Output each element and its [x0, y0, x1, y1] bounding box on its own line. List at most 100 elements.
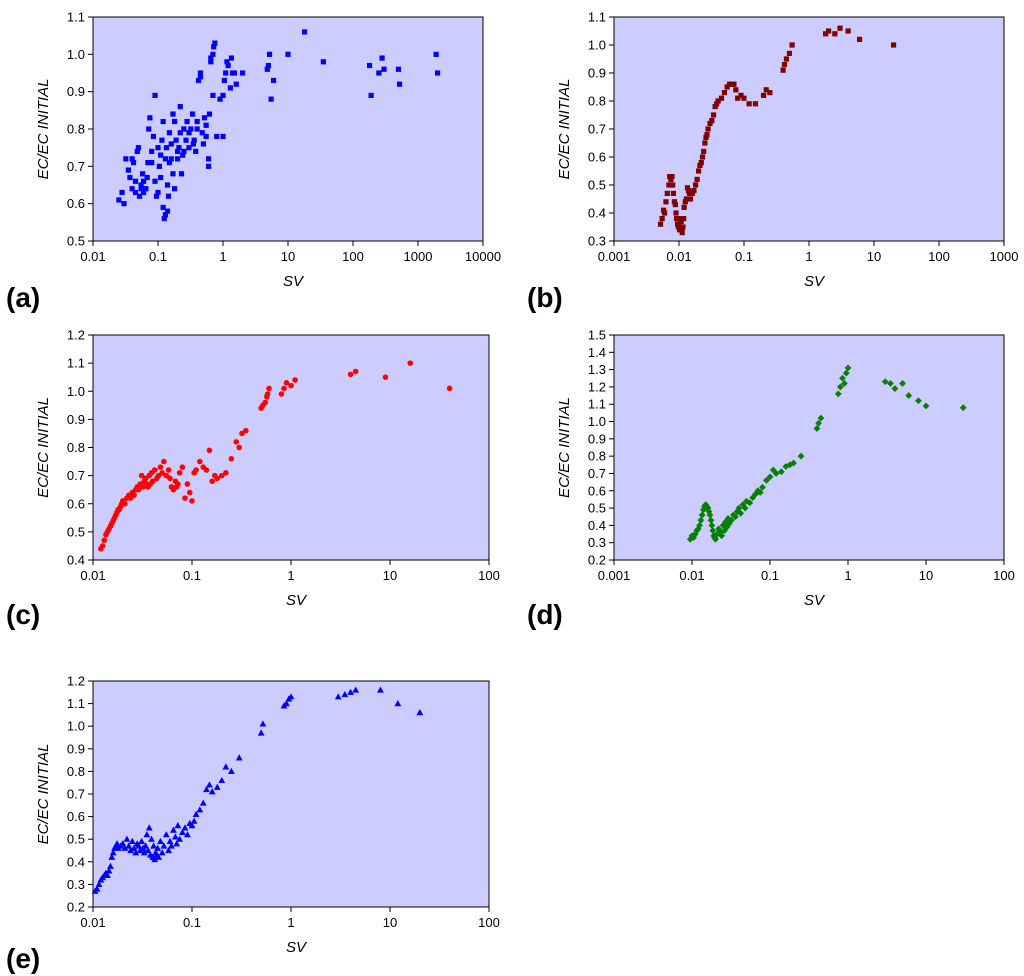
data-point	[712, 104, 718, 110]
data-point	[675, 224, 682, 230]
data-point	[379, 55, 385, 61]
data-point	[176, 835, 184, 842]
data-point	[104, 871, 111, 878]
data-point	[166, 130, 173, 136]
x-axis-title: SV	[283, 273, 305, 290]
y-tick-label: 1.1	[67, 356, 85, 371]
data-point	[841, 380, 848, 387]
data-point	[138, 837, 146, 845]
data-point	[158, 174, 164, 181]
data-point	[839, 374, 846, 382]
x-tick-label: 10	[867, 249, 881, 264]
data-point	[676, 221, 682, 227]
plot-area	[92, 680, 490, 908]
data-point	[196, 806, 204, 813]
data-point	[182, 495, 188, 501]
data-point	[130, 160, 137, 166]
x-tick-label: 0.001	[598, 249, 631, 264]
data-point	[148, 835, 155, 842]
data-point	[714, 101, 720, 107]
data-point	[705, 126, 711, 132]
x-tick-label: 10	[383, 568, 397, 583]
data-point	[140, 484, 146, 490]
data-point	[108, 853, 116, 860]
data-point	[738, 92, 744, 98]
data-point	[672, 202, 678, 208]
data-point	[718, 532, 726, 540]
data-point	[394, 700, 402, 707]
data-point	[670, 190, 676, 196]
data-point	[221, 77, 227, 84]
data-point	[188, 126, 194, 132]
data-point	[164, 208, 171, 214]
x-tick-label: 0.001	[598, 568, 631, 583]
data-point	[140, 178, 147, 184]
data-point	[257, 729, 265, 736]
plot-area	[613, 16, 1005, 242]
data-point	[129, 186, 135, 192]
data-point	[172, 833, 179, 840]
data-point	[366, 62, 373, 69]
data-point	[149, 148, 155, 154]
data-point	[113, 840, 121, 847]
data-point	[138, 182, 144, 188]
data-point	[381, 66, 387, 72]
chart-panel-e: 0.01 0.1 1 10 100 0.2 0.3 0.4 0.5 0.6 0.7 0.8 0.9 1.0…	[6, 674, 500, 975]
data-point	[173, 840, 181, 847]
data-point	[160, 204, 166, 210]
y-tick-label: 0.9	[588, 66, 606, 81]
y-tick-label: 0.8	[67, 440, 85, 455]
data-point	[219, 472, 225, 479]
data-point	[214, 475, 221, 482]
data-point	[144, 174, 150, 181]
data-point	[659, 216, 665, 222]
panel-label: (d)	[527, 599, 563, 630]
y-tick-label: 0.8	[588, 449, 606, 464]
y-tick-label: 0.9	[67, 412, 85, 427]
chart-panel-c: 0.01 0.1 1 10 100 0.4 0.5 0.6 0.7 0.8 0.9 1.0 1.1 1.2…	[6, 328, 500, 631]
data-point	[135, 486, 142, 493]
data-point	[138, 186, 144, 192]
data-point	[161, 216, 167, 222]
data-point	[687, 196, 694, 202]
y-tick-label: 0.5	[67, 234, 85, 249]
y-tick-label: 0.5	[67, 832, 85, 847]
data-point	[168, 141, 174, 147]
y-tick-label: 1.0	[67, 719, 85, 734]
y-tick-label: 0.6	[588, 483, 606, 498]
y-tick-label: 1.0	[588, 38, 606, 53]
y-tick-label: 0.4	[588, 206, 606, 221]
y-tick-label: 1.1	[588, 10, 606, 25]
x-axis-title: SV	[804, 592, 826, 609]
data-point	[697, 516, 705, 524]
data-point	[733, 87, 739, 93]
data-point	[752, 490, 759, 498]
data-point	[759, 483, 766, 491]
x-tick-label: 100	[993, 568, 1015, 583]
data-point	[168, 156, 174, 162]
data-point	[188, 822, 196, 829]
data-point	[891, 385, 899, 393]
data-point	[180, 152, 186, 158]
panel-label: (c)	[6, 599, 40, 630]
data-point	[222, 763, 230, 770]
data-point	[673, 210, 679, 216]
data-point	[140, 171, 146, 177]
data-point	[664, 190, 670, 196]
data-point	[825, 28, 832, 34]
x-tick-label: 1	[219, 249, 226, 264]
y-axis-title: EC/EC INITIAL	[35, 79, 52, 180]
data-point	[128, 837, 136, 845]
data-point	[177, 130, 183, 136]
x-axis-title: SV	[804, 273, 826, 290]
data-point	[704, 132, 710, 138]
data-point	[161, 458, 167, 465]
data-point	[132, 189, 139, 196]
data-point	[223, 70, 229, 76]
data-point	[181, 824, 189, 831]
data-point	[777, 468, 785, 476]
data-point	[203, 133, 209, 140]
data-point	[264, 391, 271, 397]
chart-panel-a: 0.01 0.1 1 10 100 1000 10000 0.5 0.6 0.7 0.8 0.9 1.0…	[6, 10, 501, 314]
data-point	[160, 118, 166, 125]
